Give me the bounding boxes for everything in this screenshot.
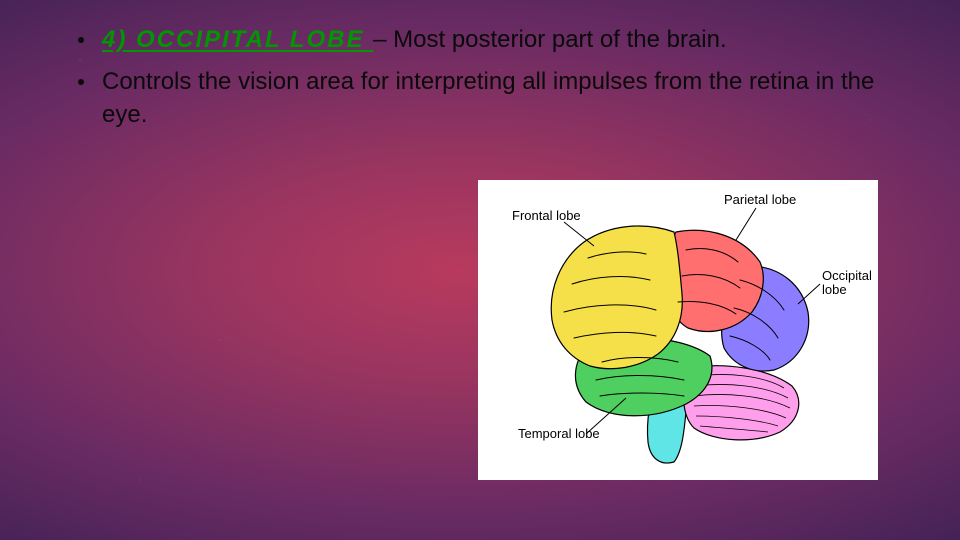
bullet-1: 4) OCCIPITAL LOBE – Most posterior part … — [78, 24, 900, 56]
bullet-dot — [78, 79, 84, 85]
bullet-1-term: 4) OCCIPITAL LOBE — [102, 26, 373, 53]
temporal-label: Temporal lobe — [518, 426, 600, 441]
bullet-2-text: Controls the vision area for interpretin… — [102, 66, 900, 131]
bullet-2: Controls the vision area for interpretin… — [78, 66, 900, 131]
parietal-label: Parietal lobe — [724, 192, 796, 207]
bullet-1-rest: – Most posterior part of the brain. — [373, 26, 727, 53]
occipital-label-1: Occipital — [822, 268, 872, 283]
slide-content: 4) OCCIPITAL LOBE – Most posterior part … — [78, 24, 900, 141]
frontal-shape — [551, 226, 682, 369]
occipital-label-2: lobe — [822, 282, 847, 297]
bullet-dot — [78, 37, 84, 43]
frontal-leader — [564, 222, 594, 246]
bullet-1-text: 4) OCCIPITAL LOBE – Most posterior part … — [102, 24, 900, 56]
frontal-label: Frontal lobe — [512, 208, 581, 223]
brain-svg: Frontal lobe Parietal lobe Occipital lob… — [478, 180, 878, 480]
parietal-leader — [736, 208, 756, 240]
brain-diagram: Frontal lobe Parietal lobe Occipital lob… — [478, 180, 878, 480]
